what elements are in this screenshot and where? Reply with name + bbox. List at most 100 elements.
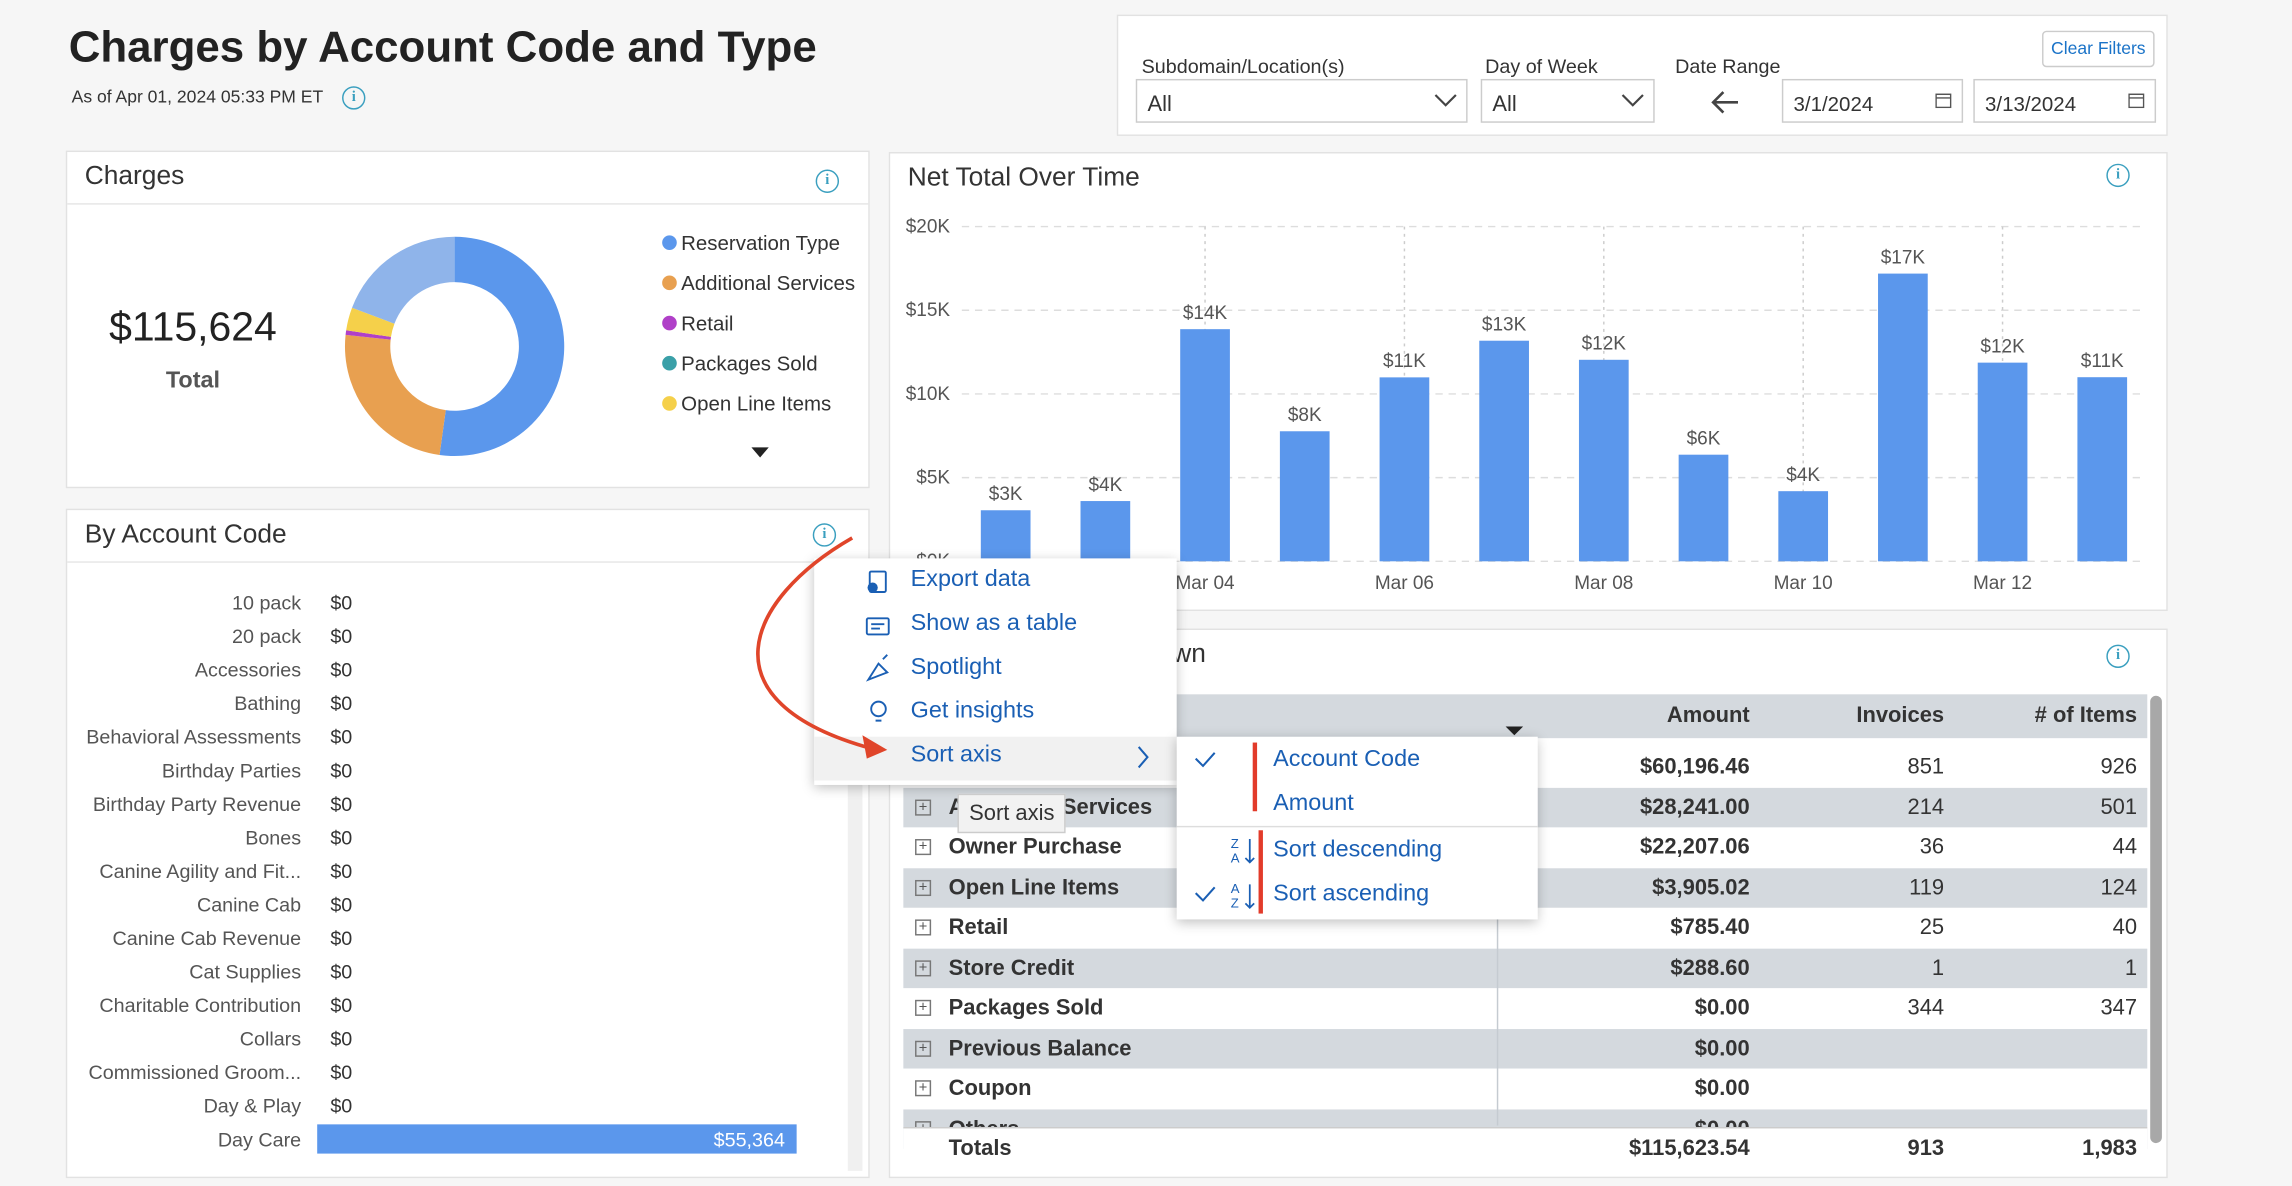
y-tick-label: Canine Cab Revenue <box>113 928 302 950</box>
submenu-item[interactable]: Sort ascending <box>1273 881 1430 907</box>
info-icon[interactable]: i <box>812 523 837 547</box>
data-label: $6K <box>1687 428 1721 449</box>
data-label: $0 <box>330 894 352 916</box>
y-tick-label: Day & Play <box>204 1096 302 1118</box>
location-select[interactable]: All <box>1135 78 1468 123</box>
filter-label: Subdomain/Location(s) <box>1141 55 1345 78</box>
clear-filters-button[interactable]: Clear Filters <box>2042 30 2155 68</box>
divider <box>67 561 869 563</box>
legend-more-arrow[interactable] <box>751 447 769 459</box>
y-tick-label: Charitable Contribution <box>99 995 301 1017</box>
svg-text:Z: Z <box>1231 836 1239 851</box>
page-subtitle: As of Apr 01, 2024 05:33 PM ET <box>71 86 324 107</box>
table-cell: 926 <box>2100 754 2138 780</box>
data-label: $3K <box>989 484 1023 505</box>
data-label: $55,364 <box>714 1129 785 1151</box>
table-cell: Retail <box>948 915 1009 940</box>
filter-label: Day of Week <box>1485 55 1598 78</box>
legend-swatch <box>662 315 677 331</box>
data-label: $0 <box>330 660 352 682</box>
y-tick-label: Accessories <box>195 660 301 682</box>
bar <box>1778 491 1829 562</box>
info-icon[interactable]: i <box>815 169 840 193</box>
back-arrow[interactable] <box>1709 89 1741 115</box>
table-row: + Packages Sold $0.00 344 347 <box>903 988 2147 1028</box>
table-scrollbar[interactable] <box>2150 695 2162 1144</box>
y-tick-label: Canine Agility and Fit... <box>99 861 301 883</box>
donut-slice <box>345 330 391 340</box>
date-to[interactable]: 3/13/2024 <box>1973 78 2157 123</box>
panel-title: Net Total Over Time <box>907 162 1140 192</box>
bar <box>1479 340 1529 562</box>
legend-label: Reservation Type <box>681 232 840 255</box>
info-icon[interactable]: i <box>342 86 366 110</box>
table-cell: $60,196.46 <box>1639 754 1750 780</box>
menu-item[interactable]: Get insights <box>910 698 1035 724</box>
submenu-icons: ZA AZ <box>1194 742 1263 914</box>
info-icon[interactable]: i <box>2106 163 2130 188</box>
data-label: $0 <box>330 626 352 648</box>
donut-slice <box>352 236 455 324</box>
panel-title: wn <box>1172 638 1206 669</box>
y-tick-label: Behavioral Assessments <box>86 727 301 749</box>
bar <box>1578 359 1629 562</box>
menu-icons <box>865 570 890 722</box>
tooltip: Sort axis <box>957 793 1067 834</box>
y-tick-label: Cat Supplies <box>189 962 301 984</box>
menu-item[interactable]: Sort axis <box>910 742 1002 768</box>
data-label: $11K <box>1383 351 1426 372</box>
calendar-icon <box>2128 93 2145 109</box>
table-cell: Packages Sold <box>948 995 1104 1021</box>
data-label: $13K <box>1482 314 1527 335</box>
data-label: $0 <box>330 1029 352 1051</box>
sort-arrow <box>1505 726 1524 736</box>
expand-icon: + <box>915 919 932 936</box>
submenu-item[interactable]: Amount <box>1273 790 1354 816</box>
calendar-icon <box>1935 93 1952 109</box>
table-cell: $0.00 <box>1694 1035 1750 1061</box>
svg-text:Z: Z <box>1231 896 1239 911</box>
submenu-item[interactable]: Account Code <box>1273 746 1421 772</box>
table-cell: $0.00 <box>1694 1075 1750 1101</box>
legend-label: Retail <box>681 312 733 335</box>
y-tick-label: Collars <box>240 1029 302 1051</box>
svg-text:A: A <box>1231 850 1240 865</box>
bar <box>1678 454 1729 562</box>
data-label: $0 <box>330 794 352 816</box>
data-label: $0 <box>330 593 352 615</box>
menu-item[interactable]: Export data <box>910 567 1031 593</box>
bar <box>2077 377 2128 562</box>
data-label: $0 <box>330 727 352 749</box>
data-label: $12K <box>1582 334 1627 355</box>
date-from[interactable]: 3/1/2024 <box>1781 78 1964 123</box>
data-label: $4K <box>1786 465 1820 486</box>
table-cell: 214 <box>1907 794 1945 820</box>
column-header: Amount <box>1666 703 1750 728</box>
svg-text:A: A <box>1231 881 1240 896</box>
filter-label: Date Range <box>1675 55 1781 78</box>
data-label: $0 <box>330 693 352 715</box>
data-label: $11K <box>2081 351 2124 372</box>
dropdown-chevron <box>1434 94 1457 107</box>
x-tick-label: Mar 12 <box>1973 573 2032 594</box>
table-cell: 1 <box>2124 955 2138 981</box>
expand-icon: + <box>915 959 932 976</box>
legend-swatch <box>662 275 677 291</box>
table-row: + Store Credit $288.60 1 1 <box>903 947 2148 989</box>
submenu-chevron <box>1137 746 1149 769</box>
table-row: + Retail $785.40 25 40 <box>903 908 2147 948</box>
expand-icon: + <box>915 1080 932 1097</box>
x-tick-label: Mar 06 <box>1375 573 1434 594</box>
table-cell: 851 <box>1907 754 1945 780</box>
menu-item[interactable]: Show as a table <box>910 611 1078 636</box>
menu-item[interactable]: Spotlight <box>910 654 1002 680</box>
weekday-select[interactable]: All <box>1480 78 1655 123</box>
data-label: $0 <box>330 928 352 950</box>
y-tick-label: Birthday Parties <box>162 760 301 782</box>
info-icon[interactable]: i <box>2106 644 2130 669</box>
y-tick-label: Commissioned Groom... <box>89 1062 302 1084</box>
expand-icon: + <box>915 999 932 1016</box>
legend-label: Open Line Items <box>681 393 831 416</box>
submenu-item[interactable]: Sort descending <box>1273 837 1443 863</box>
